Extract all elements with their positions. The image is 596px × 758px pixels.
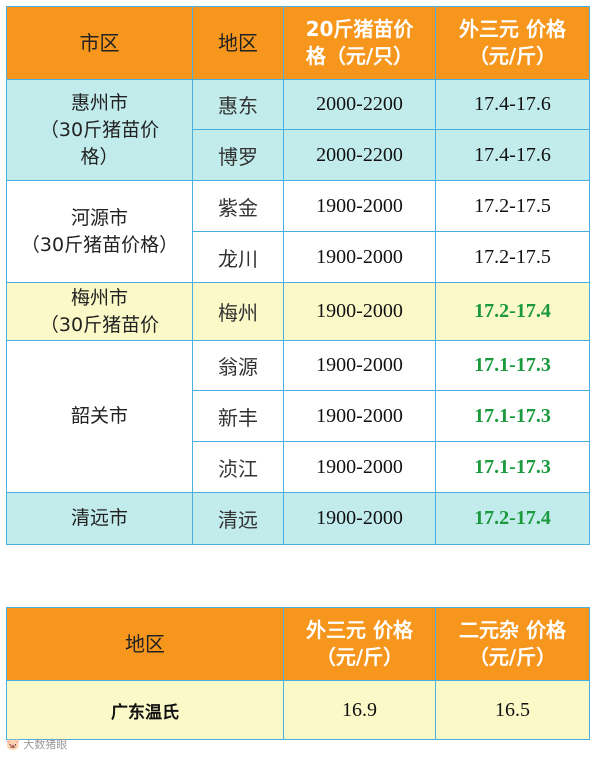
table-row: 河源市 （30斤猪苗价格） 紫金 1900-2000 17.2-17.5 [6,180,590,283]
district-cell: 博罗 [192,129,284,181]
table-row: 广东温氏 16.9 16.5 [6,680,590,740]
table-header-row: 市区 地区 20斤猪苗价 格（元/只） 外三元 价格 （元/斤） [6,6,590,80]
pig-price-cell: 17.4-17.6 [435,129,590,181]
header-city: 市区 [6,6,193,80]
piglet-price-table: 市区 地区 20斤猪苗价 格（元/只） 外三元 价格 （元/斤） 惠州市 （30… [6,6,590,545]
district-cell: 清远 [192,492,284,545]
header-piglet-price: 20斤猪苗价 格（元/只） [283,6,436,80]
piglet-price-cell: 1900-2000 [283,492,436,545]
table-row: 浈江 1900-2000 17.1-17.3 [6,441,590,493]
mixed-price-cell: 16.5 [435,680,590,740]
piglet-price-cell: 1900-2000 [283,180,436,232]
pig-price-cell: 17.1-17.3 [435,390,590,442]
piglet-price-cell: 1900-2000 [283,390,436,442]
district-cell: 龙川 [192,231,284,283]
header-pig-price: 外三元 价格 （元/斤） [283,607,436,681]
pig-price-cell: 17.2-17.5 [435,180,590,232]
pig-price-cell: 17.1-17.3 [435,441,590,493]
pig-price-cell: 17.2-17.4 [435,282,590,341]
pig-logo-icon: 🐷 [6,738,20,751]
city-cell: 惠州市 （30斤猪苗价 格） [6,79,193,181]
district-cell: 新丰 [192,390,284,442]
table-row: 惠州市 （30斤猪苗价 格） 惠东 2000-2200 17.4-17.6 [6,79,590,181]
district-cell: 紫金 [192,180,284,232]
piglet-price-cell: 1900-2000 [283,441,436,493]
table-row: 韶关市 翁源 1900-2000 17.1-17.3 [6,340,590,493]
header-mixed-price: 二元杂 价格 （元/斤） [435,607,590,681]
table-row: 清远市 清远 1900-2000 17.2-17.4 [6,492,590,545]
district-cell: 翁源 [192,340,284,391]
city-cell: 河源市 （30斤猪苗价格） [6,180,193,283]
header-pig-price: 外三元 价格 （元/斤） [435,6,590,80]
header-region: 地区 [6,607,284,681]
region-cell: 广东温氏 [6,680,284,740]
pig-price-cell: 16.9 [283,680,436,740]
watermark-logo-text: 🐷 大数猪眼 [6,738,68,751]
district-cell: 浈江 [192,441,284,493]
district-cell: 惠东 [192,79,284,130]
piglet-price-cell: 1900-2000 [283,340,436,391]
table-row: 龙川 1900-2000 17.2-17.5 [6,231,590,283]
wens-price-table: 地区 外三元 价格 （元/斤） 二元杂 价格 （元/斤） 广东温氏 16.9 1… [6,607,590,740]
pig-price-cell: 17.2-17.4 [435,492,590,545]
piglet-price-cell: 1900-2000 [283,282,436,341]
table-header-row: 地区 外三元 价格 （元/斤） 二元杂 价格 （元/斤） [6,607,590,681]
piglet-price-cell: 2000-2200 [283,79,436,130]
pig-price-cell: 17.4-17.6 [435,79,590,130]
piglet-price-cell: 1900-2000 [283,231,436,283]
pig-price-cell: 17.2-17.5 [435,231,590,283]
city-cell: 清远市 [6,492,193,545]
city-cell: 韶关市 [6,340,193,493]
city-cell: 梅州市 （30斤猪苗价 [6,282,193,341]
piglet-price-cell: 2000-2200 [283,129,436,181]
header-district: 地区 [192,6,284,80]
table-row: 梅州市 （30斤猪苗价 梅州 1900-2000 17.2-17.4 [6,282,590,341]
pig-price-cell: 17.1-17.3 [435,340,590,391]
district-cell: 梅州 [192,282,284,341]
